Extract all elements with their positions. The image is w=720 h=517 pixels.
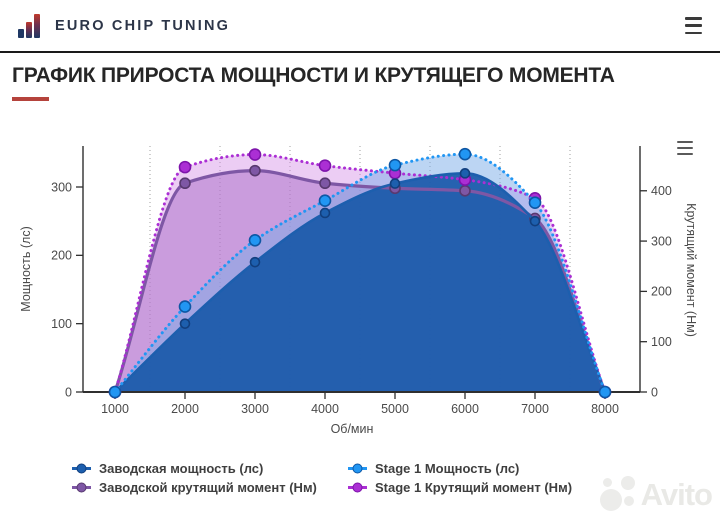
legend-item-label: Заводская мощность (лс) [99, 461, 264, 476]
y-right-tick-label: 100 [651, 335, 672, 349]
avito-logo-icon [599, 476, 636, 513]
series-point-3-3000[interactable] [248, 148, 262, 161]
y-right-tick-label: 200 [651, 285, 672, 299]
legend-item-1[interactable]: Stage 1 Мощность (лс) [348, 459, 624, 478]
legend-item-0[interactable]: Заводская мощность (лс) [72, 459, 348, 478]
series-point-1-4000[interactable] [318, 194, 332, 207]
series-point-2-6000[interactable] [459, 184, 471, 197]
series-point-1-1000[interactable] [108, 385, 122, 399]
chart-context-menu-icon[interactable] [677, 141, 694, 155]
x-tick-label: 6000 [451, 402, 479, 416]
y-right-tick-label: 400 [651, 184, 672, 198]
x-tick-label: 3000 [241, 402, 269, 416]
series-point-1-8000[interactable] [598, 385, 612, 399]
series-line-0 [113, 172, 607, 394]
series-point-3-4000[interactable] [318, 159, 332, 172]
legend-item-3[interactable]: Stage 1 Крутящий момент (Нм) [348, 478, 624, 497]
legend-marker-icon [72, 463, 91, 474]
x-tick-label: 1000 [101, 402, 129, 416]
series-point-1-3000[interactable] [248, 234, 262, 247]
legend-marker-icon [348, 482, 367, 493]
y-left-tick-label: 300 [51, 180, 72, 194]
series-point-1-5000[interactable] [388, 158, 402, 172]
y-left-tick-label: 100 [51, 317, 72, 331]
site-header: EURO CHIP TUNING [0, 0, 720, 53]
avito-watermark: Avito [599, 476, 713, 513]
y-right-tick-label: 300 [651, 234, 672, 248]
x-tick-label: 4000 [311, 402, 339, 416]
series-point-1-6000[interactable] [458, 147, 472, 161]
series-point-2-4000[interactable] [319, 177, 331, 190]
series-point-0-7000[interactable] [529, 215, 541, 227]
bar-chart-logo-icon [18, 13, 45, 39]
title-accent-bar [12, 97, 49, 102]
legend-item-label: Stage 1 Мощность (лс) [375, 461, 520, 476]
series-point-1-7000[interactable] [528, 196, 542, 210]
series-point-2-3000[interactable] [249, 164, 261, 177]
y-axis-right-title: Крутящий момент (Нм) [684, 203, 698, 337]
series-point-2-2000[interactable] [179, 177, 191, 190]
legend-item-2[interactable]: Заводской крутящий момент (Нм) [72, 478, 348, 497]
series-point-1-2000[interactable] [178, 300, 192, 313]
y-right-tick-label: 0 [651, 385, 658, 399]
brand-name: EURO CHIP TUNING [55, 17, 231, 34]
series-line-1 [113, 152, 607, 394]
chart-legend: Заводская мощность (лс) Заводской крутящи… [72, 459, 624, 497]
x-tick-label: 8000 [591, 402, 619, 416]
series-point-0-6000[interactable] [459, 168, 471, 179]
y-axis-left-title: Мощность (лс) [19, 226, 33, 311]
avito-watermark-text: Avito [640, 476, 713, 512]
x-tick-label: 7000 [521, 402, 549, 416]
x-axis-title: Об/мин [331, 422, 374, 436]
series-point-3-2000[interactable] [178, 160, 192, 174]
hamburger-menu-icon[interactable] [682, 17, 702, 34]
series-point-0-2000[interactable] [179, 318, 191, 329]
legend-marker-icon [72, 482, 91, 493]
series-point-0-3000[interactable] [249, 256, 261, 268]
series-area-0 [115, 173, 605, 392]
series-point-0-5000[interactable] [389, 178, 401, 189]
y-left-tick-label: 200 [51, 249, 72, 263]
page-title: ГРАФИК ПРИРОСТА МОЩНОСТИ И КРУТЯЩЕГО МОМ… [12, 64, 615, 87]
legend-column: Stage 1 Мощность (лс) Stage 1 Крутящий мо… [348, 459, 624, 497]
y-left-tick-label: 0 [65, 385, 72, 399]
legend-item-label: Stage 1 Крутящий момент (Нм) [375, 480, 573, 495]
x-tick-label: 2000 [171, 402, 199, 416]
series-point-0-4000[interactable] [319, 207, 331, 219]
x-tick-label: 5000 [381, 402, 409, 416]
legend-marker-icon [348, 463, 367, 474]
legend-column: Заводская мощность (лс) Заводской крутящи… [72, 459, 348, 497]
legend-item-label: Заводской крутящий момент (Нм) [99, 480, 317, 495]
brand-logo[interactable]: EURO CHIP TUNING [18, 13, 230, 39]
